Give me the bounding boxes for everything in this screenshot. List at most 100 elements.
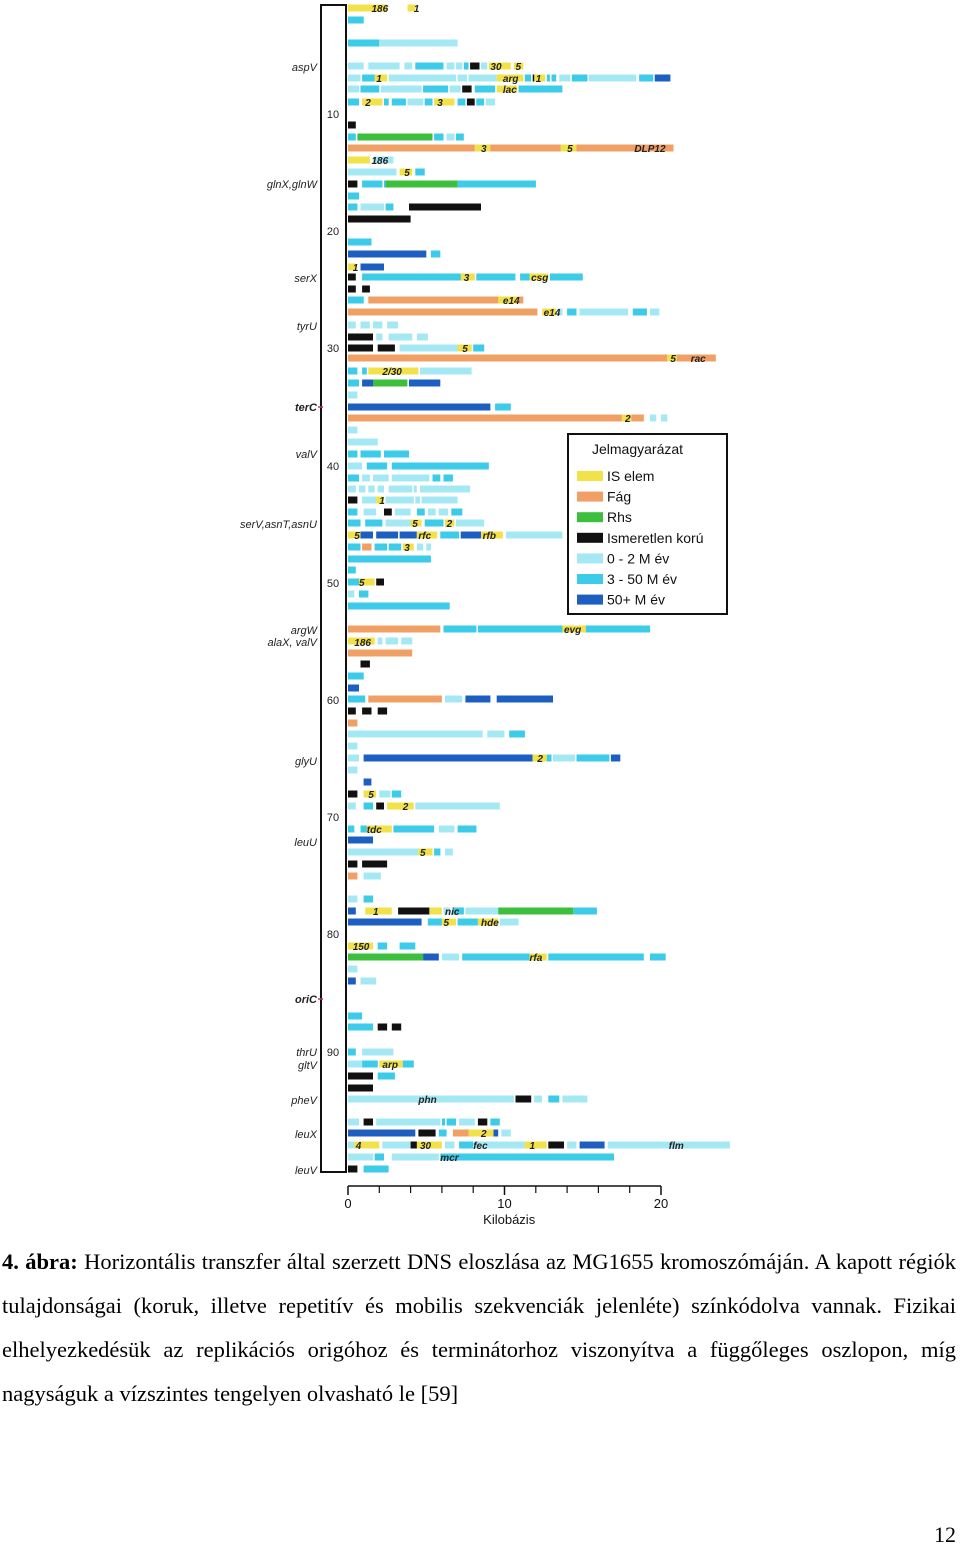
segment-label: 5: [359, 578, 365, 589]
transfer-segment: [385, 519, 413, 527]
segment-label: 1: [379, 496, 385, 507]
transfer-segment: [348, 121, 356, 129]
transfer-segment: [348, 1095, 514, 1103]
transfer-segment: [373, 156, 394, 164]
transfer-segment: [557, 308, 563, 316]
transfer-segment: [348, 860, 358, 868]
transfer-segment: [362, 367, 367, 375]
transfer-segment: [363, 754, 533, 762]
transfer-segment: [348, 308, 538, 316]
transfer-segment: [476, 98, 485, 106]
transfer-segment: [348, 1048, 356, 1056]
locus-label: gltV: [298, 1060, 319, 1072]
segment-label: e14: [503, 296, 520, 307]
locus-label: serV,asnT,asnU: [240, 519, 317, 531]
transfer-segment: [348, 754, 359, 762]
transfer-segment: [579, 308, 629, 316]
transfer-segment: [457, 98, 466, 106]
transfer-segment: [357, 133, 433, 141]
transfer-segment: [348, 414, 622, 422]
transfer-segment: [607, 1141, 730, 1149]
transfer-segment: [456, 62, 463, 70]
transfer-segment: [362, 1048, 394, 1056]
transfer-segment: [460, 273, 475, 281]
transfer-segment: [348, 1118, 359, 1126]
locus-label: leuV: [295, 1165, 319, 1177]
transfer-segment: [409, 203, 481, 211]
transfer-segment: [585, 625, 651, 633]
transfer-segment: [420, 367, 472, 375]
segment-label: csg: [531, 273, 548, 284]
transfer-segment: [650, 414, 657, 422]
segment-label: mcr: [440, 1153, 459, 1164]
transfer-segment: [495, 403, 511, 411]
transfer-segment: [488, 62, 511, 70]
locus-label: thrU: [296, 1047, 317, 1059]
transfer-segment: [410, 519, 422, 527]
transfer-segment: [380, 85, 422, 93]
transfer-segment: [481, 62, 488, 70]
segment-label: flm: [669, 1141, 684, 1152]
transfer-segment: [416, 333, 428, 341]
transfer-segment: [348, 180, 358, 188]
transfer-segment: [499, 918, 519, 926]
transfer-segment: [348, 531, 361, 539]
transfer-segment: [348, 602, 450, 610]
transfer-segment: [459, 1141, 474, 1149]
transfer-segment: [457, 74, 467, 82]
legend-swatch: [577, 574, 603, 584]
transfer-segment: [360, 263, 384, 271]
transfer-segment: [548, 1141, 564, 1149]
transfer-segment: [438, 1129, 447, 1137]
transfer-segment: [654, 74, 671, 82]
transfer-segment: [551, 74, 557, 82]
transfer-segment: [427, 918, 442, 926]
transfer-segment: [348, 133, 356, 141]
position-tick-label: 10: [327, 109, 339, 121]
transfer-segment: [348, 85, 359, 93]
transfer-segment: [542, 308, 557, 316]
transfer-segment: [348, 766, 358, 774]
transfer-segment: [573, 907, 597, 915]
transfer-segment: [368, 296, 500, 304]
locus-label: terC: [295, 402, 318, 414]
transfer-segment: [465, 695, 491, 703]
transfer-segment: [391, 1153, 439, 1161]
transfer-segment: [348, 285, 356, 293]
transfer-segment: [398, 907, 430, 915]
segment-label: 5: [412, 519, 418, 530]
transfer-segment: [532, 754, 547, 762]
transfer-segment: [402, 543, 414, 551]
transfer-segment: [676, 354, 716, 362]
figure-caption-text: Horizontális transzfer által szerzett DN…: [2, 1249, 956, 1406]
transfer-segment: [415, 168, 425, 176]
transfer-segment: [430, 250, 441, 258]
transfer-segment: [348, 672, 364, 680]
segment-label: rfc: [418, 531, 431, 542]
transfer-segment: [348, 508, 358, 516]
legend-swatch: [577, 491, 603, 502]
position-tick-label: 50: [327, 578, 339, 590]
transfer-segment: [348, 98, 359, 106]
x-axis-label: Kilobázis: [483, 1212, 536, 1227]
locus-label: glnX,glnW: [267, 179, 319, 191]
transfer-segment: [632, 308, 647, 316]
transfer-segment: [515, 1095, 532, 1103]
segment-label: 186: [372, 156, 389, 167]
transfer-segment: [377, 1072, 395, 1080]
transfer-segment: [441, 1118, 445, 1126]
transfer-segment: [348, 321, 356, 329]
transfer-segment: [546, 754, 552, 762]
transfer-segment: [379, 1060, 403, 1068]
transfer-segment: [576, 144, 674, 152]
transfer-segment: [348, 1012, 363, 1020]
transfer-segment: [348, 156, 370, 164]
transfer-segment: [348, 790, 358, 798]
segment-label: 2: [402, 802, 409, 813]
segment-label: 1: [353, 263, 359, 274]
transfer-segment: [423, 953, 439, 961]
transfer-segment: [477, 1118, 488, 1126]
transfer-segment: [360, 203, 384, 211]
transfer-segment: [456, 519, 485, 527]
transfer-segment: [348, 250, 427, 258]
